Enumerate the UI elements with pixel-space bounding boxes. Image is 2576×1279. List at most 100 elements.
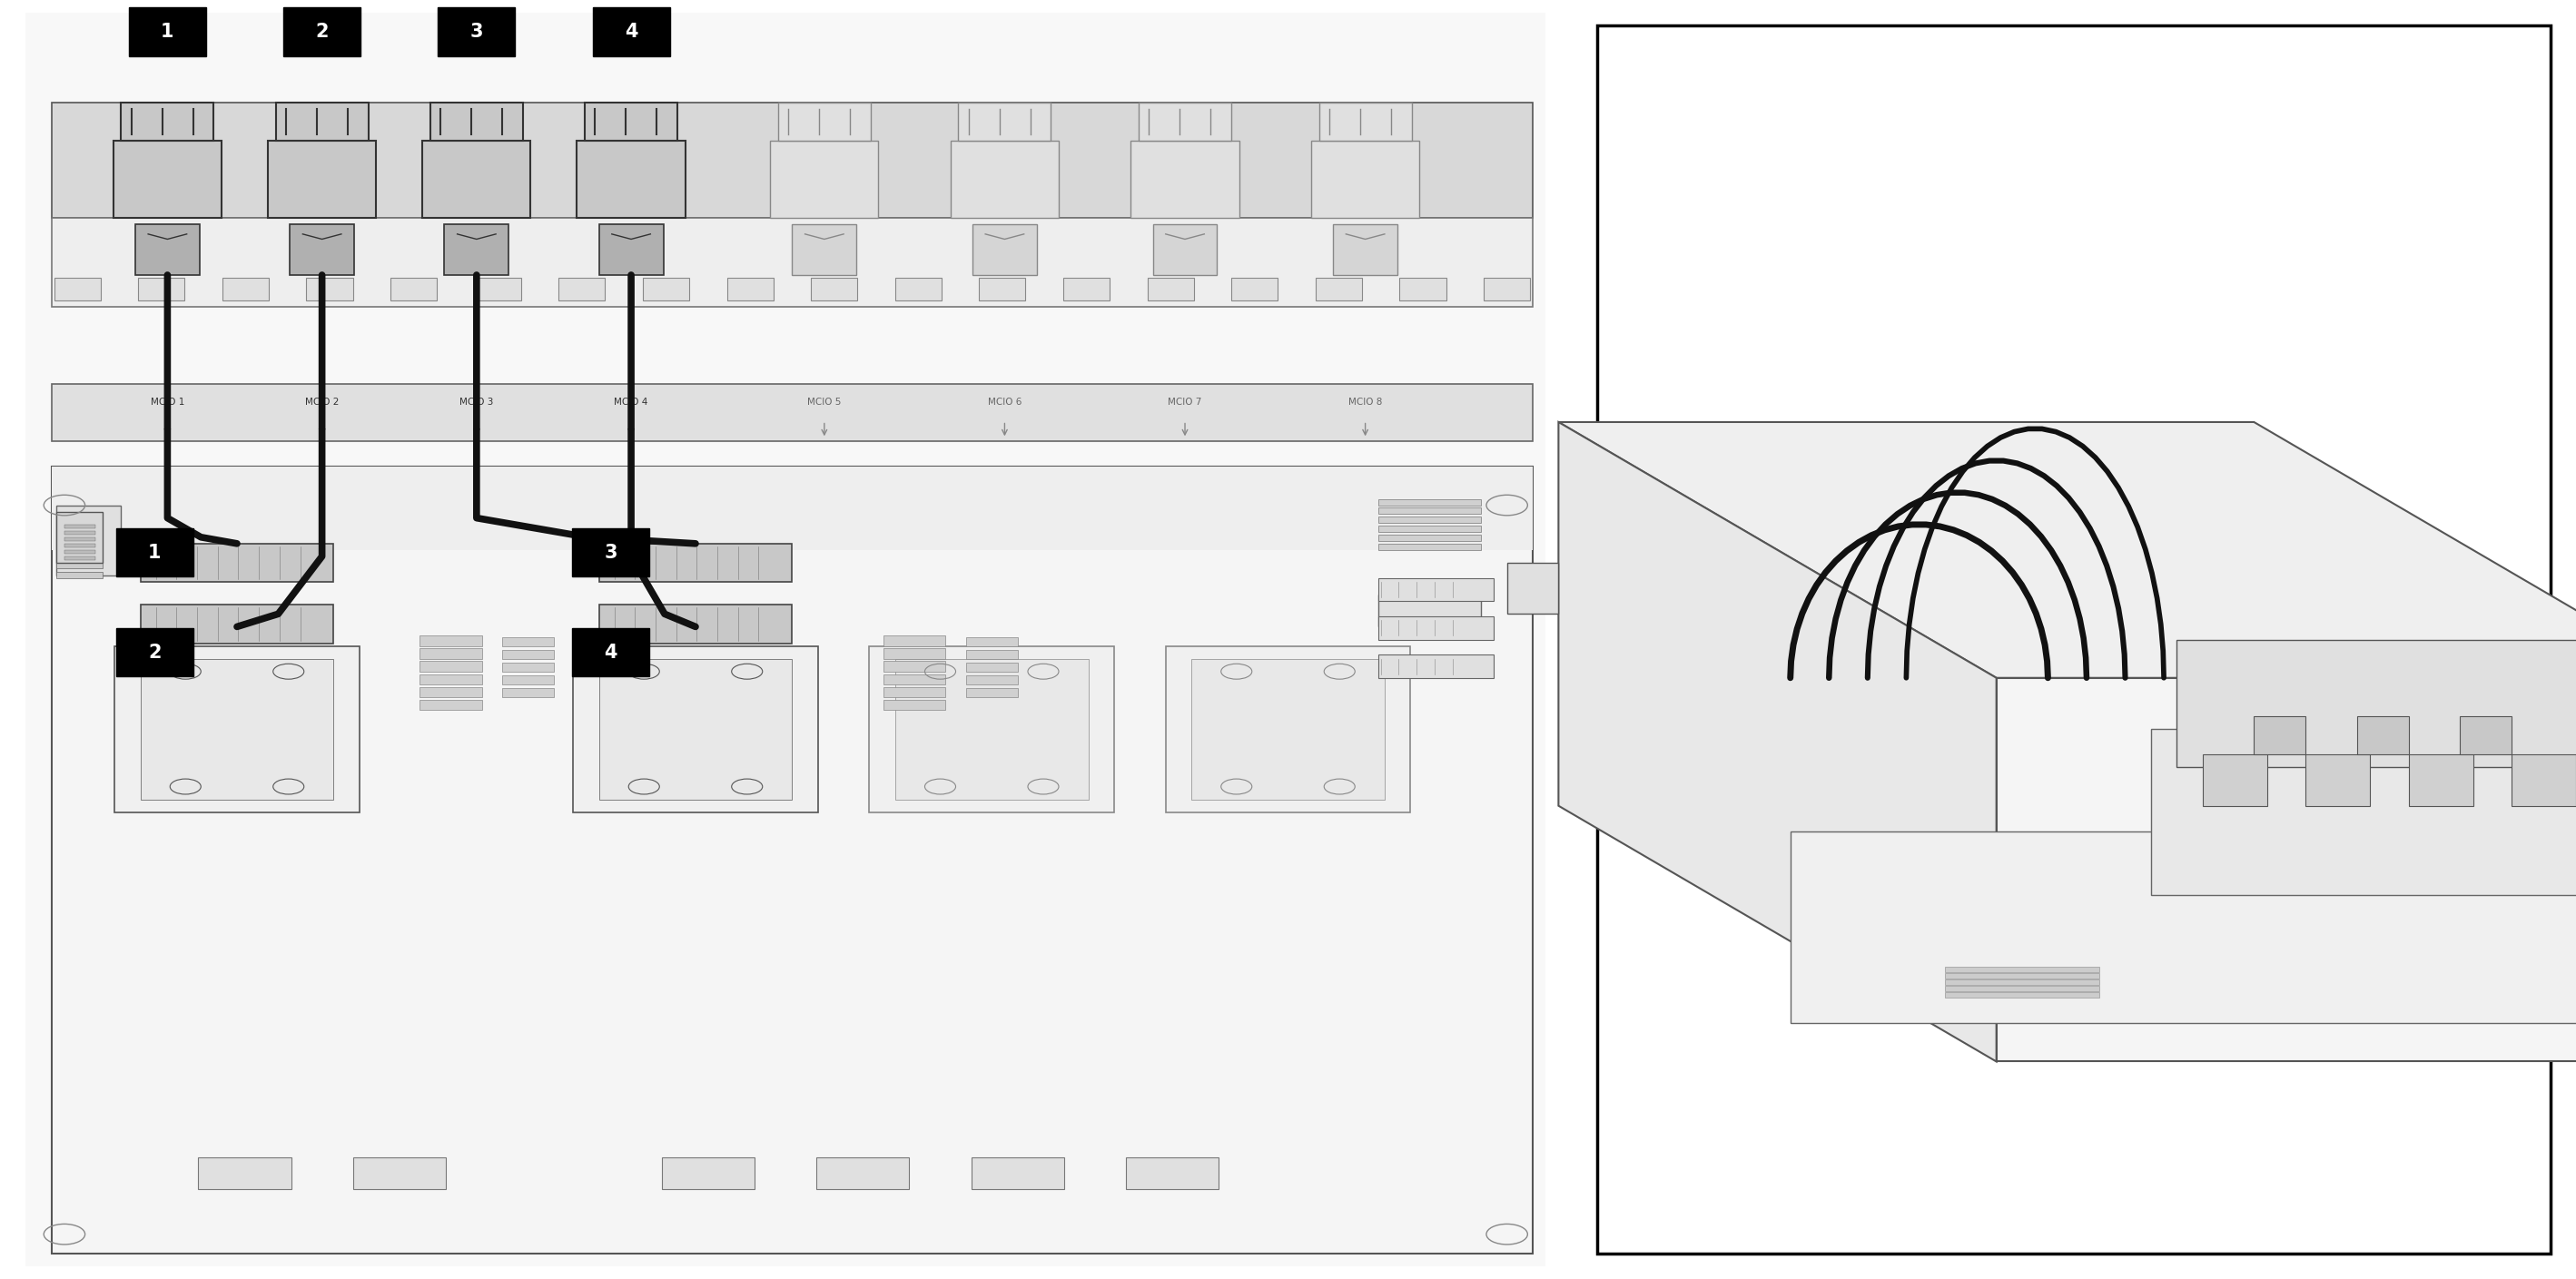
Bar	[1597, 26, 2550, 1253]
Text: MCIO 5: MCIO 5	[806, 398, 842, 407]
Polygon shape	[2177, 640, 2576, 767]
Bar	[116, 528, 193, 577]
Bar	[966, 637, 1018, 646]
Bar	[1231, 278, 1278, 301]
Bar	[392, 278, 438, 301]
Bar	[2409, 755, 2473, 806]
Bar	[289, 224, 355, 275]
Bar	[951, 141, 1059, 217]
Bar	[139, 278, 185, 301]
Bar	[64, 544, 95, 547]
Bar	[1334, 224, 1399, 275]
Bar	[222, 278, 268, 301]
Bar	[884, 661, 945, 671]
Bar	[422, 141, 531, 217]
Bar	[121, 102, 214, 141]
Text: MCIO 7: MCIO 7	[1167, 398, 1203, 407]
Text: 2: 2	[147, 643, 162, 661]
Bar	[353, 1157, 446, 1189]
Bar	[420, 648, 482, 659]
Bar	[268, 141, 376, 217]
Bar	[1311, 141, 1419, 217]
Bar	[1164, 646, 1412, 812]
Text: 1: 1	[160, 23, 175, 41]
Bar	[726, 278, 773, 301]
Bar	[1378, 526, 1481, 532]
Bar	[884, 687, 945, 697]
Bar	[966, 663, 1018, 671]
Bar	[966, 688, 1018, 697]
Text: MCIO 1: MCIO 1	[149, 398, 185, 407]
Bar	[2254, 716, 2306, 755]
Bar	[502, 663, 554, 671]
Bar	[54, 278, 100, 301]
Bar	[2306, 755, 2370, 806]
Bar	[502, 637, 554, 646]
Bar	[811, 278, 858, 301]
Bar	[129, 8, 206, 56]
Bar	[894, 278, 940, 301]
Bar	[52, 467, 1533, 1253]
Bar	[57, 561, 103, 568]
Text: MCIO 2: MCIO 2	[304, 398, 340, 407]
Bar	[2202, 755, 2267, 806]
Polygon shape	[1558, 422, 2576, 678]
Bar	[2512, 755, 2576, 806]
Bar	[502, 688, 554, 697]
Bar	[979, 278, 1025, 301]
Bar	[139, 659, 335, 799]
Polygon shape	[1507, 563, 1558, 614]
Bar	[1154, 224, 1218, 275]
Bar	[1945, 986, 2099, 991]
Text: 2: 2	[314, 23, 330, 41]
Bar	[1945, 967, 2099, 972]
Bar	[896, 659, 1090, 799]
Bar	[430, 102, 523, 141]
Bar	[64, 524, 95, 528]
Bar	[1378, 517, 1481, 523]
Bar	[572, 628, 649, 677]
Bar	[198, 1157, 291, 1189]
Polygon shape	[2151, 729, 2576, 895]
Bar	[1139, 102, 1231, 141]
Bar	[598, 224, 665, 275]
Bar	[26, 13, 1546, 1266]
Bar	[139, 544, 335, 582]
Bar	[1945, 980, 2099, 985]
Bar	[971, 1157, 1064, 1189]
Bar	[64, 556, 95, 560]
Bar	[438, 8, 515, 56]
Bar	[871, 646, 1113, 812]
Text: MCIO 8: MCIO 8	[1347, 398, 1383, 407]
Bar	[884, 636, 945, 646]
Bar	[1064, 278, 1110, 301]
Text: 3: 3	[469, 23, 484, 41]
Bar	[64, 550, 95, 554]
Bar	[1378, 544, 1481, 550]
Bar	[1945, 973, 2099, 978]
Bar	[592, 8, 670, 56]
Bar	[52, 102, 1533, 217]
Bar	[1378, 655, 1494, 678]
Bar	[598, 544, 793, 582]
Bar	[1378, 578, 1494, 601]
Bar	[817, 1157, 909, 1189]
Bar	[57, 531, 103, 537]
Bar	[966, 675, 1018, 684]
Bar	[884, 648, 945, 659]
Bar	[1378, 616, 1494, 640]
Bar	[884, 674, 945, 684]
Bar	[1190, 659, 1386, 799]
Bar	[1378, 595, 1481, 627]
Text: 3: 3	[603, 544, 618, 561]
Bar	[474, 278, 520, 301]
Text: MCIO 6: MCIO 6	[987, 398, 1023, 407]
Bar	[113, 141, 222, 217]
Bar	[1945, 993, 2099, 998]
Bar	[884, 700, 945, 710]
Bar	[1378, 499, 1481, 505]
Bar	[1316, 278, 1363, 301]
Bar	[974, 224, 1036, 275]
Bar	[559, 278, 605, 301]
Bar	[52, 384, 1533, 441]
